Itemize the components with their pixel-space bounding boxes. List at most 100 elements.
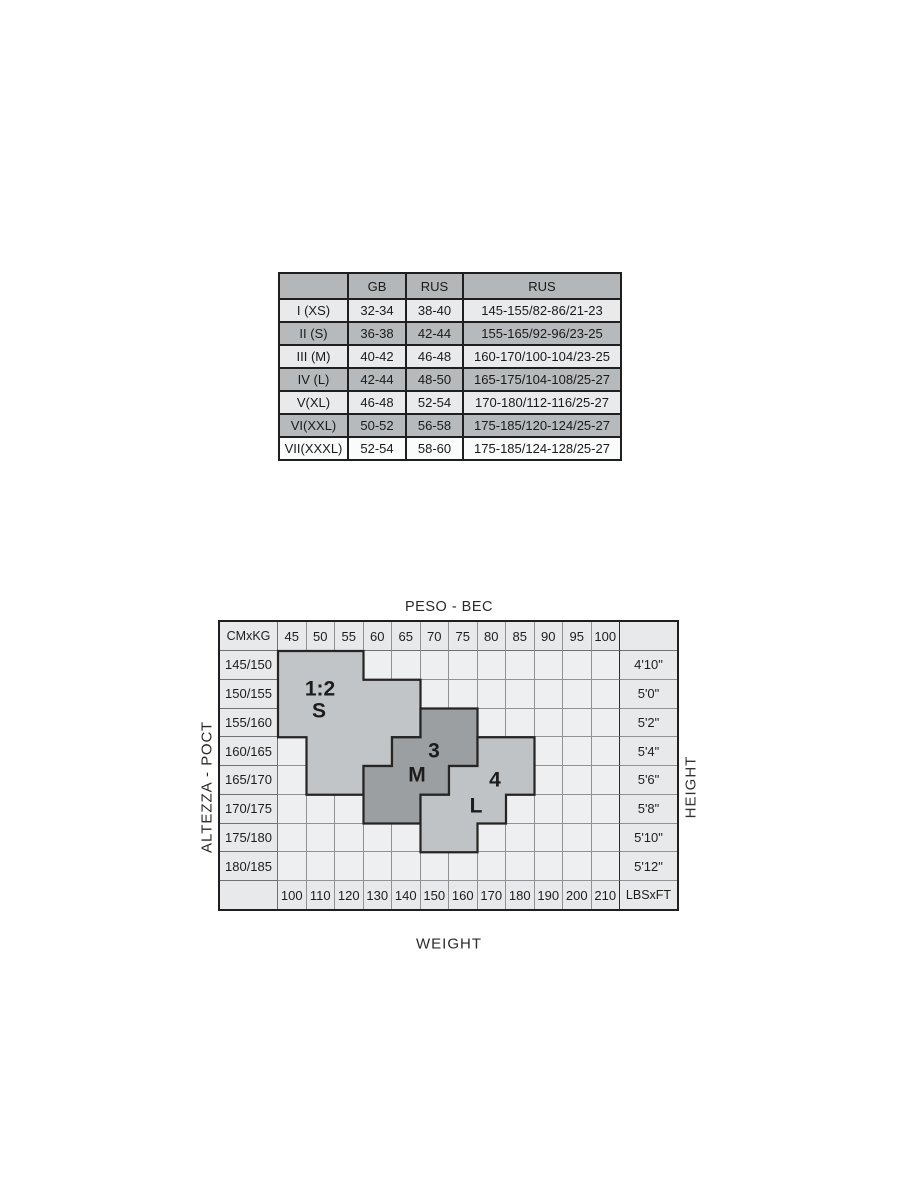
grid-cell [591, 651, 620, 680]
lbs-footer-cell: 210 [591, 881, 620, 909]
grid-cell [420, 737, 449, 766]
kg-header-cell: 80 [477, 622, 506, 651]
grid-cell [534, 679, 563, 709]
lbs-empty-cell [220, 881, 278, 909]
conv-row: V(XL) 46-48 52-54 170-180/112-116/25-27 [278, 390, 622, 415]
grid-cell [306, 766, 335, 795]
grid-cell [420, 679, 449, 709]
lbs-footer-cell: 190 [534, 881, 563, 909]
lbs-footer-cell: 150 [420, 881, 449, 909]
grid-cell [534, 852, 563, 881]
grid-cell [506, 794, 535, 824]
grid-cell [363, 766, 392, 795]
grid-cell [363, 651, 392, 680]
grid-cell [477, 766, 506, 795]
conv-cell-rus: 38-40 [405, 298, 464, 323]
height-cm-cell: 155/160 [220, 708, 278, 738]
conv-cell-label: IV (L) [278, 367, 349, 392]
kg-header-cell: 55 [335, 622, 364, 651]
grid-cell [335, 766, 364, 795]
grid-cell [420, 794, 449, 824]
grid-cell [392, 737, 421, 766]
grid-cell [392, 679, 421, 709]
weight-lbs-axis-title: WEIGHT [416, 935, 482, 953]
grid-cell [392, 852, 421, 881]
conv-header-3: RUS [462, 272, 622, 300]
grid-cell [449, 679, 478, 709]
conv-cell-rus_full: 175-185/120-124/25-27 [462, 413, 622, 438]
conv-cell-rus: 58-60 [405, 436, 464, 461]
grid-cell [392, 823, 421, 853]
grid-cell [477, 651, 506, 680]
kg-header-cell: 60 [363, 622, 392, 651]
kg-header-cell: 100 [591, 622, 620, 651]
height-ft-cell: 5'2" [620, 708, 677, 738]
grid-cell [506, 679, 535, 709]
kg-header-cell: 95 [563, 622, 592, 651]
grid-cell [534, 651, 563, 680]
height-weight-size-chart: PESO - ВЕС ALTEZZA - РОСТ HEIGHT WEIGHT … [199, 598, 700, 953]
conv-row: VI(XXL) 50-52 56-58 175-185/120-124/25-27 [278, 413, 622, 438]
conv-cell-gb: 32-34 [347, 298, 407, 323]
grid-cell [449, 823, 478, 853]
grid-cell [534, 708, 563, 738]
grid-cell [392, 794, 421, 824]
grid-cell [420, 852, 449, 881]
kg-header-cell: 50 [306, 622, 335, 651]
grid-cell [278, 766, 307, 795]
grid-cell [335, 651, 364, 680]
grid-cell [563, 651, 592, 680]
grid-cell [278, 708, 307, 738]
grid-cell [335, 852, 364, 881]
lbs-footer-cell: 170 [477, 881, 506, 909]
grid-cell [477, 823, 506, 853]
height-cm-cell: 175/180 [220, 823, 278, 853]
grid-cell [306, 852, 335, 881]
grid-cell [306, 651, 335, 680]
grid-cell [392, 708, 421, 738]
conv-cell-rus: 48-50 [405, 367, 464, 392]
grid-cell [449, 737, 478, 766]
lbs-footer-cell: 160 [449, 881, 478, 909]
conv-cell-rus: 52-54 [405, 390, 464, 415]
conversion-header-row: GB RUS RUS [278, 272, 622, 300]
conv-cell-gb: 46-48 [347, 390, 407, 415]
conv-cell-rus_full: 160-170/100-104/23-25 [462, 344, 622, 369]
grid-cell [278, 679, 307, 709]
grid-cell [306, 679, 335, 709]
grid-cell [506, 737, 535, 766]
height-cm-cell: 160/165 [220, 737, 278, 766]
grid-cell [534, 737, 563, 766]
kg-header-cell: 45 [278, 622, 307, 651]
grid-cell [591, 823, 620, 853]
grid-cell [363, 794, 392, 824]
grid-cell [506, 823, 535, 853]
lbs-footer-cell: 100 [278, 881, 307, 909]
grid-cell [335, 708, 364, 738]
weight-kg-axis-title: PESO - ВЕС [405, 599, 493, 615]
conv-row: VII(XXXL) 52-54 58-60 175-185/124-128/25-27 [278, 436, 622, 461]
kg-header-cell: 65 [392, 622, 421, 651]
grid-cell [534, 794, 563, 824]
height-ft-cell: 5'0" [620, 679, 677, 709]
conv-cell-rus_full: 145-155/82-86/21-23 [462, 298, 622, 323]
grid-cell [563, 852, 592, 881]
conv-cell-rus: 42-44 [405, 321, 464, 346]
conv-cell-label: V(XL) [278, 390, 349, 415]
grid-cell [335, 794, 364, 824]
grid-cell [506, 766, 535, 795]
kg-header-cell: 70 [420, 622, 449, 651]
conv-cell-label: VI(XXL) [278, 413, 349, 438]
lbs-footer-cell: 110 [306, 881, 335, 909]
grid-cell [306, 708, 335, 738]
ft-header-empty-cell [620, 622, 677, 651]
lbs-footer-cell: 180 [506, 881, 535, 909]
size-grid: CMxKG 45 50 55 60 65 70 75 80 85 90 95 100 145/150 4'1… [218, 620, 679, 911]
conv-row: III (M) 40-42 46-48 160-170/100-104/23-25 [278, 344, 622, 369]
conv-cell-gb: 52-54 [347, 436, 407, 461]
grid-cell [278, 737, 307, 766]
conv-cell-rus: 56-58 [405, 413, 464, 438]
grid-cell [363, 737, 392, 766]
size-conversion-table: GB RUS RUS I (XS) 32-34 38-40 145-155/82-86/2… [278, 272, 622, 461]
grid-cell [335, 823, 364, 853]
